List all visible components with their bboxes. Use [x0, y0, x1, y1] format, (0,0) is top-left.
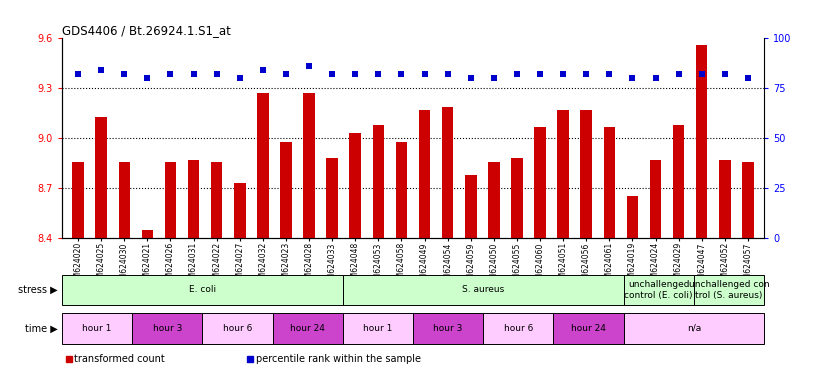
Text: hour 24: hour 24: [571, 324, 606, 333]
Bar: [303, 93, 315, 238]
Text: percentile rank within the sample: percentile rank within the sample: [256, 354, 421, 364]
Bar: [373, 125, 384, 238]
Bar: [581, 110, 592, 238]
Text: time ▶: time ▶: [25, 323, 58, 333]
Bar: [188, 160, 199, 238]
Bar: [396, 142, 407, 238]
Bar: [558, 110, 569, 238]
Bar: [132, 313, 202, 344]
Text: E. coli: E. coli: [189, 285, 216, 295]
Bar: [141, 230, 153, 238]
Bar: [73, 162, 84, 238]
Bar: [257, 93, 268, 238]
Text: unchallenged
control (E. coli): unchallenged control (E. coli): [624, 280, 693, 300]
Text: n/a: n/a: [686, 324, 701, 333]
Text: hour 3: hour 3: [434, 324, 463, 333]
Bar: [650, 160, 662, 238]
Bar: [696, 45, 707, 238]
Bar: [343, 275, 624, 305]
Bar: [694, 275, 764, 305]
Bar: [62, 275, 343, 305]
Bar: [465, 175, 477, 238]
Bar: [202, 313, 273, 344]
Bar: [511, 158, 523, 238]
Bar: [119, 162, 130, 238]
Text: hour 24: hour 24: [290, 324, 325, 333]
Text: stress ▶: stress ▶: [18, 285, 58, 295]
Bar: [673, 125, 685, 238]
Bar: [62, 313, 132, 344]
Bar: [96, 117, 107, 238]
Text: hour 3: hour 3: [153, 324, 182, 333]
Bar: [442, 107, 453, 238]
Text: hour 1: hour 1: [83, 324, 112, 333]
Bar: [326, 158, 338, 238]
Bar: [273, 313, 343, 344]
Bar: [349, 133, 361, 238]
Bar: [164, 162, 176, 238]
Bar: [419, 110, 430, 238]
Bar: [719, 160, 730, 238]
Bar: [483, 313, 553, 344]
Bar: [534, 127, 546, 238]
Bar: [624, 313, 764, 344]
Bar: [553, 313, 624, 344]
Text: unchallenged con
trol (S. aureus): unchallenged con trol (S. aureus): [689, 280, 769, 300]
Bar: [488, 162, 500, 238]
Bar: [624, 275, 694, 305]
Bar: [604, 127, 615, 238]
Bar: [211, 162, 222, 238]
Text: transformed count: transformed count: [74, 354, 165, 364]
Text: hour 6: hour 6: [504, 324, 533, 333]
Bar: [234, 183, 245, 238]
Text: hour 6: hour 6: [223, 324, 252, 333]
Bar: [343, 313, 413, 344]
Bar: [280, 142, 292, 238]
Bar: [413, 313, 483, 344]
Text: S. aureus: S. aureus: [462, 285, 505, 295]
Text: GDS4406 / Bt.26924.1.S1_at: GDS4406 / Bt.26924.1.S1_at: [62, 24, 230, 37]
Text: hour 1: hour 1: [363, 324, 392, 333]
Bar: [627, 197, 638, 238]
Bar: [742, 162, 753, 238]
